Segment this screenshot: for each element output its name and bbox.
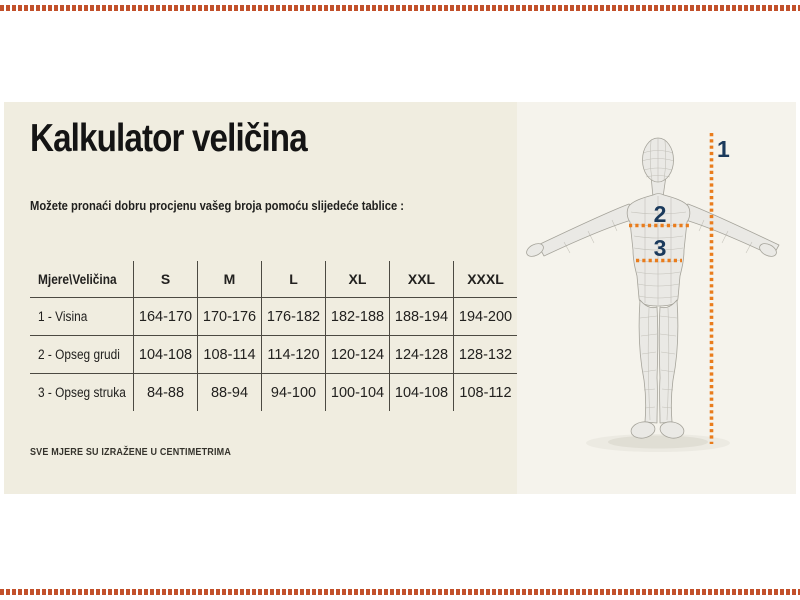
page-title: Kalkulator veličina — [30, 117, 308, 160]
table-cell: 114-120 — [262, 335, 326, 373]
table-cell: 88-94 — [198, 373, 262, 411]
bottom-accent-rule — [0, 589, 800, 595]
units-footnote: SVE MJERE SU IZRAŽENE U CENTIMETRIMA — [30, 447, 231, 458]
table-cell: 104-108 — [134, 335, 198, 373]
marker-1: 1 — [717, 136, 730, 162]
table-cell: 104-108 — [390, 373, 454, 411]
floor-shadow — [608, 435, 708, 449]
table-cell: 124-128 — [390, 335, 454, 373]
row-label-visina: 1 - Visina — [30, 297, 134, 335]
column-header-xl: XL — [326, 261, 390, 297]
column-header-mjere: Mjere\Veličina — [30, 261, 134, 297]
intro-text: Možete pronaći dobru procjenu vašeg broj… — [30, 198, 404, 213]
column-header-s: S — [134, 261, 198, 297]
mannequin-figure: 1 2 3 — [526, 133, 780, 452]
table-cell: 188-194 — [390, 297, 454, 335]
table-cell: 182-188 — [326, 297, 390, 335]
size-table: Mjere\Veličina S M L XL XXL XXXL 1 - Vis… — [30, 261, 517, 411]
table-cell: 170-176 — [198, 297, 262, 335]
table-cell: 108-114 — [198, 335, 262, 373]
top-accent-rule — [0, 5, 800, 11]
row-label-opseg-grudi: 2 - Opseg grudi — [30, 335, 134, 373]
table-cell: 128-132 — [454, 335, 517, 373]
mannequin-mesh — [563, 138, 753, 421]
table-cell: 84-88 — [134, 373, 198, 411]
table-cell: 108-112 — [454, 373, 517, 411]
mannequin-body — [526, 137, 780, 439]
marker-2: 2 — [654, 201, 667, 227]
column-header-xxxl: XXXL — [467, 271, 504, 287]
column-header-l: L — [262, 261, 326, 297]
table-cell: 164-170 — [134, 297, 198, 335]
column-header-xxl: XXL — [390, 261, 454, 297]
content-band: Kalkulator veličina Možete pronaći dobru… — [4, 102, 796, 494]
table-cell: 120-124 — [326, 335, 390, 373]
table-cell: 100-104 — [326, 373, 390, 411]
table-cell: 94-100 — [262, 373, 326, 411]
row-label-opseg-struka: 3 - Opseg struka — [30, 373, 134, 411]
table-cell: 176-182 — [262, 297, 326, 335]
column-header-m: M — [198, 261, 262, 297]
table-cell: 194-200 — [454, 297, 517, 335]
marker-3: 3 — [654, 235, 667, 261]
measurement-annotations: 1 2 3 — [629, 133, 730, 444]
